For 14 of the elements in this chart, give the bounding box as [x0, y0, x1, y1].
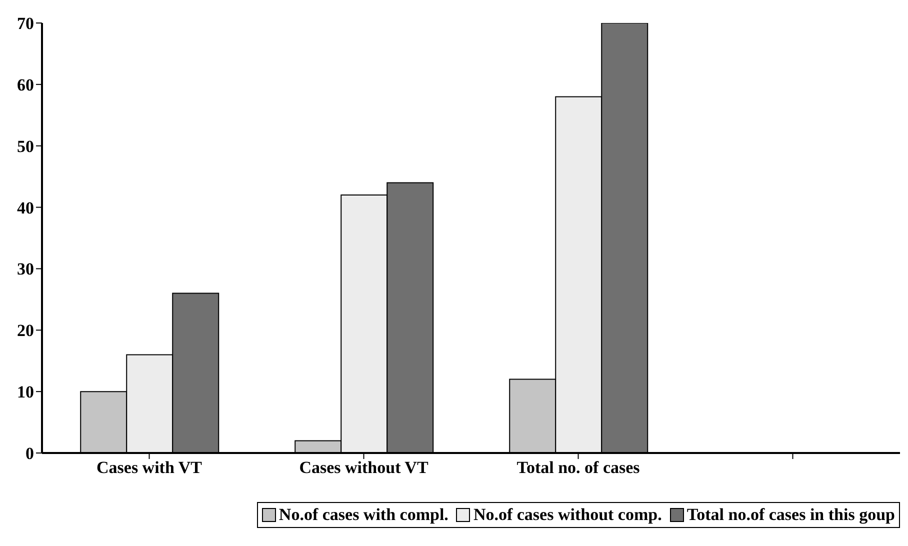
y-tick-label: 0: [26, 444, 34, 464]
y-tick-label: 30: [17, 260, 34, 279]
legend-label: No.of cases without comp.: [473, 505, 662, 525]
y-tick-label: 50: [17, 136, 34, 156]
y-tick-label: 10: [17, 382, 34, 402]
x-tick-label: Total no. of cases: [516, 458, 640, 478]
legend-label: Total no.of cases in this goup: [686, 505, 895, 525]
y-tick-label: 20: [17, 321, 34, 340]
x-tick-label: Cases without VT: [299, 458, 429, 478]
x-tick-label: Cases with VT: [96, 458, 203, 478]
y-tick-label: 40: [17, 198, 34, 218]
y-tick-label: 60: [17, 75, 34, 94]
y-tick-label: 70: [17, 14, 34, 34]
legend-label: No.of cases with compl.: [278, 505, 448, 525]
